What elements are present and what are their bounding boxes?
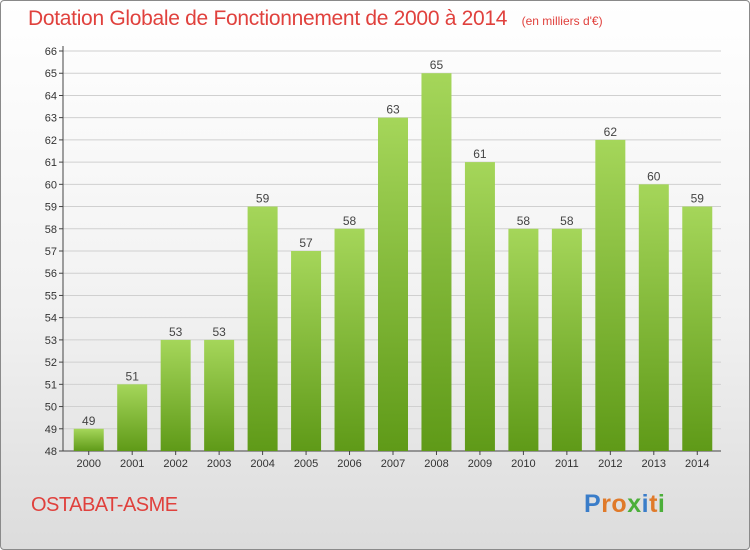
title-row: Dotation Globale de Fonctionnement de 20… — [28, 7, 603, 31]
y-tick-label: 57 — [45, 246, 57, 258]
logo-letter: P — [584, 490, 602, 518]
data-label: 53 — [212, 325, 226, 339]
bar — [160, 339, 191, 451]
x-tick-label: 2004 — [250, 458, 274, 470]
y-tick-label: 58 — [45, 224, 57, 236]
bar — [595, 139, 626, 451]
y-tick-label: 59 — [45, 202, 57, 214]
logo-letter: i — [657, 490, 666, 518]
y-tick-label: 56 — [45, 268, 57, 280]
bar — [508, 228, 539, 451]
x-tick-label: 2014 — [685, 458, 709, 470]
data-label: 53 — [169, 325, 183, 339]
bars — [73, 73, 713, 452]
y-tick-label: 53 — [45, 335, 57, 347]
y-tick-label: 63 — [45, 113, 57, 125]
data-label: 59 — [256, 192, 270, 206]
x-tick-label: 2007 — [381, 458, 405, 470]
x-tick-label: 2000 — [76, 458, 100, 470]
logo-letter: x — [627, 490, 642, 518]
data-labels: 49 51 53 53 59 57 58 63 65 61 58 58 62 60 59 — [82, 58, 704, 428]
data-label: 59 — [691, 192, 705, 206]
y-tick-label: 55 — [45, 290, 57, 302]
x-tick-label: 2001 — [120, 458, 144, 470]
y-tick-label: 64 — [45, 90, 57, 102]
logo-letter: t — [649, 490, 658, 518]
data-label: 63 — [386, 103, 400, 117]
y-tick-label: 61 — [45, 157, 57, 169]
data-label: 61 — [473, 147, 487, 161]
y-tick-label: 54 — [45, 313, 57, 325]
y-tick-label: 65 — [45, 68, 57, 80]
bar — [334, 228, 365, 451]
data-label: 58 — [560, 214, 574, 228]
logo-letter: r — [601, 490, 612, 518]
logo-letter: i — [641, 490, 650, 518]
bar — [291, 251, 322, 451]
y-tick-label: 48 — [45, 446, 57, 458]
chart-title: Dotation Globale de Fonctionnement de 20… — [28, 7, 508, 30]
commune-name: OSTABAT-ASME — [31, 494, 178, 516]
x-tick-label: 2002 — [163, 458, 187, 470]
y-tick-label: 66 — [45, 46, 57, 58]
x-tick-label: 2006 — [337, 458, 361, 470]
chart-unit: (en milliers d'€) — [521, 14, 603, 28]
logo-letter: o — [611, 490, 628, 518]
data-label: 60 — [647, 169, 661, 183]
y-tick-label: 52 — [45, 357, 57, 369]
x-tick-label: 2008 — [424, 458, 448, 470]
y-tick-label: 51 — [45, 379, 57, 391]
bar — [73, 428, 104, 451]
x-tick-label: 2011 — [555, 458, 579, 470]
bar — [117, 384, 148, 451]
x-tick-label: 2013 — [642, 458, 666, 470]
data-label: 58 — [343, 214, 357, 228]
bar — [378, 117, 408, 452]
data-label: 65 — [430, 58, 444, 72]
data-label: 49 — [82, 414, 96, 428]
bar — [204, 339, 235, 451]
bar — [464, 162, 495, 451]
x-tick-label: 2012 — [598, 458, 622, 470]
y-tick-label: 50 — [45, 402, 57, 414]
data-label: 58 — [517, 214, 531, 228]
bar — [638, 184, 669, 452]
data-label: 57 — [299, 236, 313, 250]
y-tick-label: 49 — [45, 424, 57, 436]
x-tick-label: 2010 — [511, 458, 535, 470]
data-label: 51 — [126, 369, 140, 383]
bar — [247, 206, 278, 451]
bar — [682, 206, 713, 451]
data-label: 62 — [604, 125, 618, 139]
x-tick-label: 2005 — [294, 458, 318, 470]
x-tick-label: 2003 — [207, 458, 231, 470]
bar — [551, 228, 582, 451]
x-tick-labels: 2000 2001 2002 2003 2004 2005 2006 2007 2008 2009… — [76, 451, 710, 470]
y-tick-label: 60 — [45, 179, 57, 191]
bar — [421, 73, 452, 451]
x-tick-label: 2009 — [468, 458, 492, 470]
y-tick-labels: 48 49 50 51 52 53 54 55 56 57 58 59 60 61 62 63 64 65 66 — [45, 46, 63, 458]
y-tick-label: 62 — [45, 135, 57, 147]
proxiti-logo: Proxiti — [584, 490, 665, 519]
